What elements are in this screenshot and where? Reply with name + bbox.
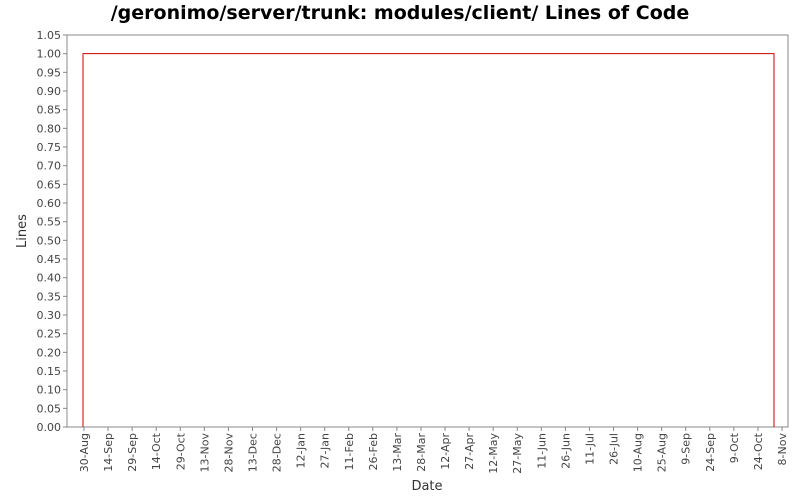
x-tick-label: 25-Aug: [656, 433, 669, 472]
y-tick-label: 0.45: [37, 253, 62, 266]
x-tick-label: 24-Oct: [752, 432, 765, 470]
x-axis: 30-Aug 14-Sep 29-Sep 14-Oct 29-Oct 13-Nov 28-N…: [78, 427, 789, 474]
y-axis: 0.00 0.05 0.10 0.15 0.20 0.25 0.30 0.35 0.40 0.45…: [37, 29, 67, 434]
series-line: [82, 53, 775, 427]
y-tick-label: 0.75: [37, 141, 62, 154]
x-tick-label: 11-Jul: [583, 433, 596, 465]
y-tick-label: 0.40: [37, 272, 62, 285]
y-tick-label: 1.05: [37, 29, 62, 42]
x-tick-label: 11-Jun: [535, 433, 548, 469]
x-tick-label: 12-Jan: [295, 433, 308, 469]
y-tick-label: 0.35: [37, 290, 62, 303]
x-tick-label: 9-Oct: [728, 432, 741, 463]
x-tick-label: 13-Nov: [198, 433, 211, 473]
x-tick-label: 12-May: [487, 433, 500, 474]
y-tick-label: 0.80: [37, 122, 62, 135]
x-tick-label: 27-May: [511, 433, 524, 474]
series-layer: [82, 53, 775, 427]
y-tick-label: 0.15: [37, 365, 62, 378]
x-tick-label: 13-Dec: [246, 433, 259, 472]
plot-area: [66, 34, 789, 428]
y-tick-label: 0.85: [37, 104, 62, 117]
y-tick-label: 0.65: [37, 178, 62, 191]
y-tick-label: 1.00: [37, 48, 62, 61]
x-tick-label: 24-Sep: [704, 433, 717, 472]
y-tick-label: 0.10: [37, 384, 62, 397]
y-tick-label: 0.00: [37, 421, 62, 434]
x-tick-label: 8-Nov: [776, 433, 789, 466]
x-tick-label: 14-Oct: [150, 432, 163, 470]
x-axis-label: Date: [411, 479, 442, 494]
y-tick-label: 0.30: [37, 309, 62, 322]
x-tick-label: 30-Aug: [78, 433, 91, 472]
x-tick-label: 29-Sep: [126, 433, 139, 472]
x-tick-label: 28-Mar: [415, 433, 428, 472]
x-tick-label: 14-Sep: [102, 433, 115, 472]
x-tick-label: 26-Jul: [608, 433, 621, 465]
y-tick-label: 0.60: [37, 197, 62, 210]
y-tick-label: 0.05: [37, 402, 62, 415]
y-tick-label: 0.25: [37, 328, 62, 341]
y-tick-label: 0.55: [37, 216, 62, 229]
x-tick-label: 12-Apr: [439, 433, 452, 470]
x-tick-label: 26-Jun: [559, 433, 572, 469]
chart-title: /geronimo/server/trunk: modules/client/ …: [110, 2, 690, 24]
y-tick-label: 0.50: [37, 234, 62, 247]
x-tick-label: 26-Feb: [367, 433, 380, 470]
y-tick-label: 0.90: [37, 85, 62, 98]
y-tick-label: 0.20: [37, 346, 62, 359]
y-tick-label: 0.70: [37, 160, 62, 173]
x-tick-label: 28-Nov: [222, 433, 235, 473]
x-tick-label: 27-Jan: [319, 433, 332, 469]
x-tick-label: 10-Aug: [632, 433, 645, 472]
x-tick-label: 13-Mar: [391, 433, 404, 472]
y-axis-label: Lines: [15, 214, 30, 248]
x-tick-label: 29-Oct: [174, 432, 187, 470]
x-tick-label: 9-Sep: [680, 433, 693, 465]
x-tick-label: 11-Feb: [343, 433, 356, 470]
y-tick-label: 0.95: [37, 66, 62, 79]
x-tick-label: 27-Apr: [463, 433, 476, 470]
x-tick-label: 28-Dec: [271, 433, 284, 472]
